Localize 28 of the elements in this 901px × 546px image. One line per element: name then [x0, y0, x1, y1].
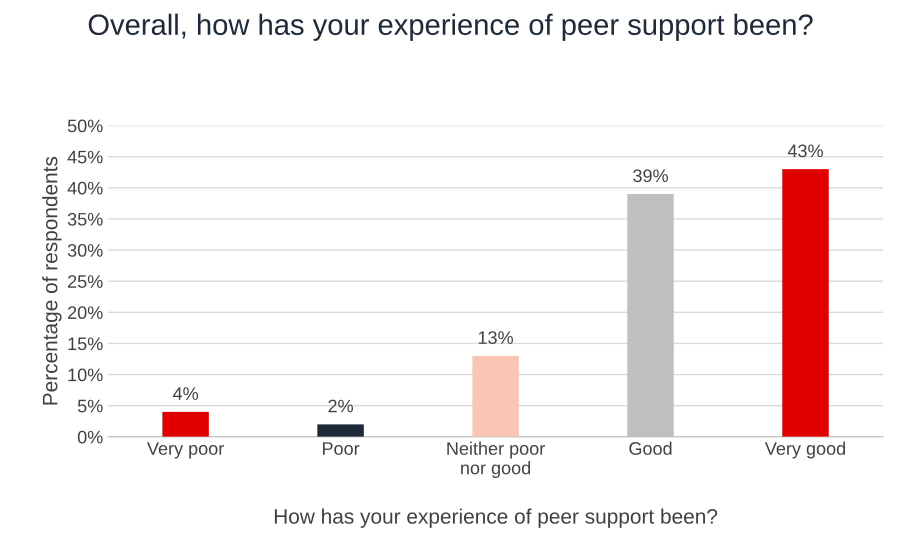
data-label: 43%	[788, 144, 823, 158]
bar	[162, 412, 209, 437]
y-tick-label: 40%	[68, 182, 103, 195]
x-axis-title: How has your experience of peer support been?	[274, 508, 718, 528]
data-label: 13%	[478, 331, 513, 344]
y-tick-label: 50%	[68, 120, 103, 132]
chart-title: Overall, how has your experience of peer support been?	[88, 14, 813, 41]
y-tick-label: 5%	[78, 400, 103, 412]
x-tick-label: Very good	[764, 442, 845, 458]
y-tick-label: 30%	[68, 244, 103, 257]
x-tick-label: Good	[629, 442, 672, 455]
y-tick-label: 15%	[68, 337, 103, 350]
y-tick-label: 20%	[68, 306, 103, 320]
y-tick-label: 45%	[68, 150, 103, 164]
bar	[317, 424, 364, 437]
y-tick-label: 35%	[68, 212, 103, 226]
data-label: 4%	[172, 387, 198, 400]
y-tick-label: 25%	[68, 275, 103, 288]
y-tick-label: 10%	[68, 368, 103, 382]
bar	[782, 169, 829, 437]
y-axis-title: Percentage of respondents	[42, 156, 62, 405]
x-tick-label: Poor	[322, 442, 360, 455]
y-tick-label: 0%	[78, 430, 103, 444]
bar	[472, 356, 519, 437]
data-label: 2%	[328, 400, 353, 412]
x-tick-label: Very poor	[147, 442, 224, 458]
data-label: 39%	[633, 169, 668, 182]
x-tick-label: Neither poor nor good	[447, 442, 545, 478]
